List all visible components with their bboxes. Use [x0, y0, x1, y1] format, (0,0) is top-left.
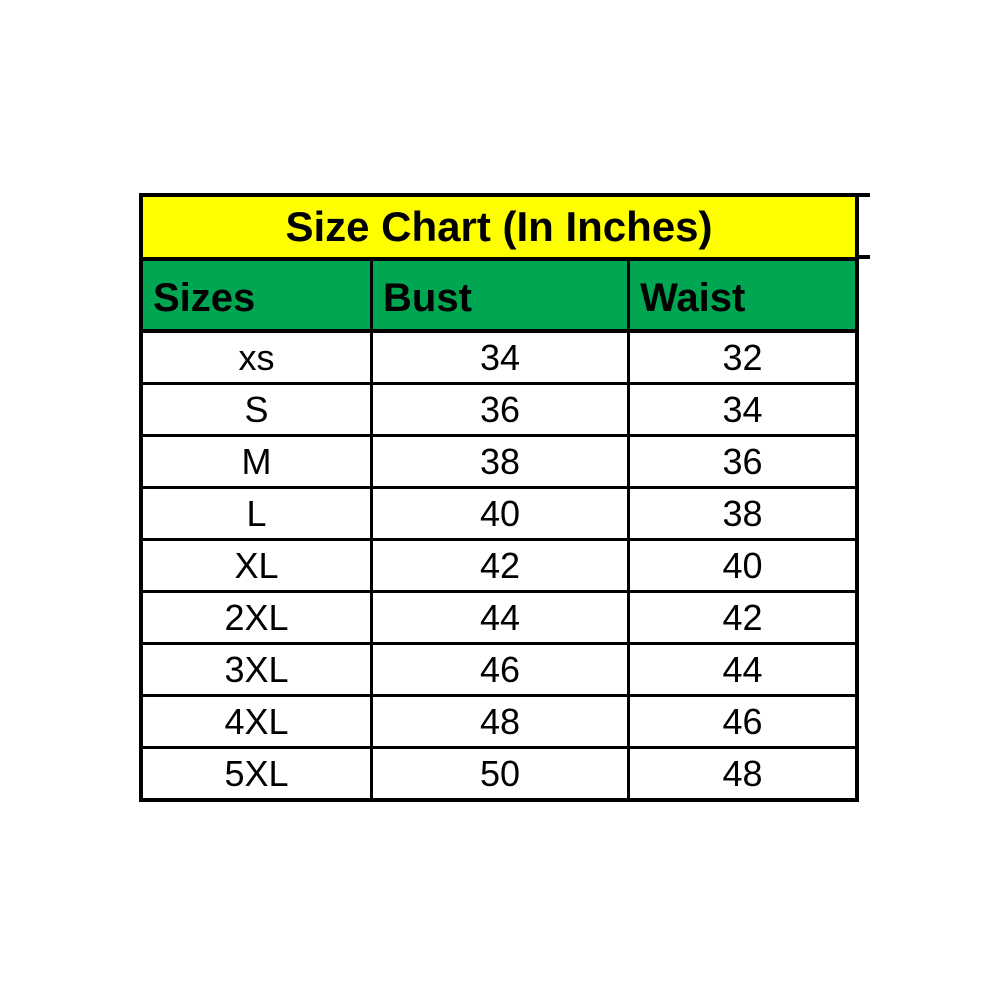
size-label-cell: 2XL [139, 590, 374, 645]
waist-value-cell: 32 [627, 329, 859, 385]
waist-value-cell: 42 [627, 590, 859, 645]
bust-value-cell: 34 [370, 329, 631, 385]
size-label-cell: 4XL [139, 694, 374, 749]
table-row: 3XL 46 44 [139, 642, 859, 697]
waist-value-cell: 36 [627, 434, 859, 489]
size-label-cell: 5XL [139, 746, 374, 802]
table-row: XL 42 40 [139, 538, 859, 593]
table-row: 4XL 48 46 [139, 694, 859, 749]
waist-value-cell: 44 [627, 642, 859, 697]
size-label-cell: xs [139, 329, 374, 385]
size-label-cell: S [139, 382, 374, 437]
bust-value-cell: 48 [370, 694, 631, 749]
waist-value-cell: 46 [627, 694, 859, 749]
column-header-row: Sizes Bust Waist [139, 257, 859, 333]
table-row: 2XL 44 42 [139, 590, 859, 645]
size-chart: Size Chart (In Inches) Sizes Bust Waist … [139, 193, 870, 802]
title-row: Size Chart (In Inches) [139, 193, 859, 261]
chart-title: Size Chart (In Inches) [139, 193, 859, 261]
table-body: xs 34 32 S 36 34 M 38 36 L 40 38 XL 42 4… [139, 329, 859, 802]
border-overhang-top [857, 193, 870, 197]
table-row: xs 34 32 [139, 329, 859, 385]
size-label-cell: XL [139, 538, 374, 593]
size-chart-table: Size Chart (In Inches) Sizes Bust Waist … [139, 193, 859, 802]
table-row: M 38 36 [139, 434, 859, 489]
bust-value-cell: 46 [370, 642, 631, 697]
column-header-waist: Waist [627, 257, 859, 333]
bust-value-cell: 36 [370, 382, 631, 437]
column-header-bust: Bust [370, 257, 631, 333]
table-row: S 36 34 [139, 382, 859, 437]
size-label-cell: L [139, 486, 374, 541]
column-header-sizes: Sizes [139, 257, 374, 333]
waist-value-cell: 48 [627, 746, 859, 802]
table-row: L 40 38 [139, 486, 859, 541]
waist-value-cell: 40 [627, 538, 859, 593]
waist-value-cell: 38 [627, 486, 859, 541]
border-overhang-mid [857, 255, 870, 259]
size-label-cell: M [139, 434, 374, 489]
table-row: 5XL 50 48 [139, 746, 859, 802]
bust-value-cell: 50 [370, 746, 631, 802]
size-label-cell: 3XL [139, 642, 374, 697]
bust-value-cell: 40 [370, 486, 631, 541]
bust-value-cell: 38 [370, 434, 631, 489]
bust-value-cell: 42 [370, 538, 631, 593]
waist-value-cell: 34 [627, 382, 859, 437]
bust-value-cell: 44 [370, 590, 631, 645]
